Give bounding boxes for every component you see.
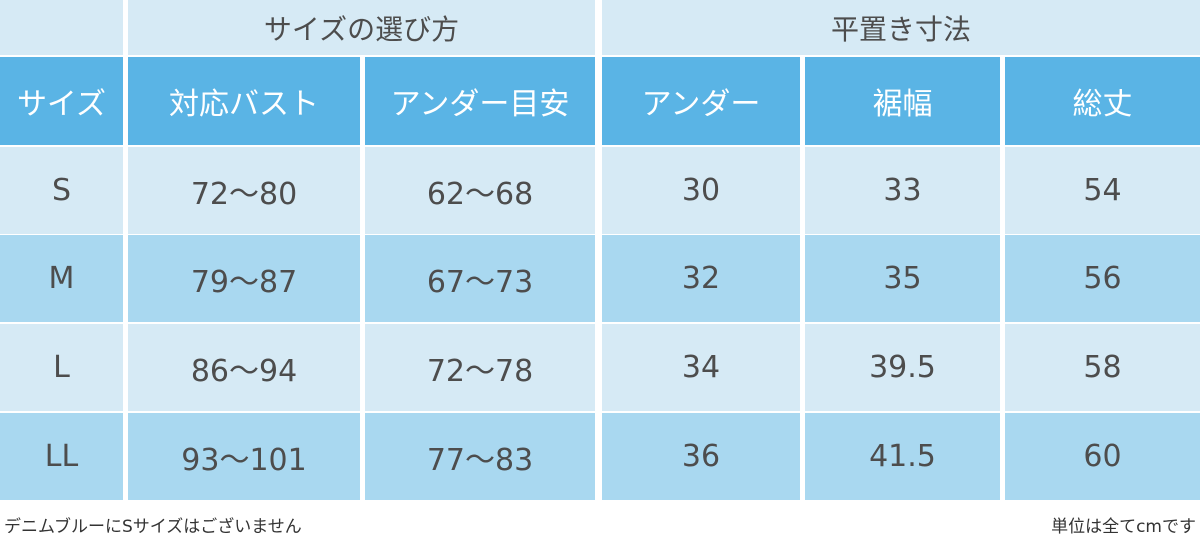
group-header: 平置き寸法	[602, 0, 1200, 55]
table-cell: 41.5	[805, 413, 1000, 500]
table-cell: 67～73	[365, 235, 595, 322]
table-cell: 35	[805, 235, 1000, 322]
table-cell: 77～83	[365, 413, 595, 500]
table-cell: L	[0, 324, 123, 411]
column-header: アンダー	[602, 57, 800, 145]
table-cell: 86～94	[128, 324, 360, 411]
table-cell: 72～78	[365, 324, 595, 411]
table-cell: M	[0, 235, 123, 322]
table-cell: 33	[805, 147, 1000, 234]
table-cell: 60	[1005, 413, 1200, 500]
table-cell: LL	[0, 413, 123, 500]
table-cell: 93～101	[128, 413, 360, 500]
table-cell: 39.5	[805, 324, 1000, 411]
column-header: 総丈	[1005, 57, 1200, 145]
note-right: 単位は全てcmです	[1051, 517, 1196, 537]
table-cell: 34	[602, 324, 800, 411]
table-cell: 72～80	[128, 147, 360, 234]
table-cell: S	[0, 147, 123, 234]
table-cell: 36	[602, 413, 800, 500]
column-header: 対応バスト	[128, 57, 360, 145]
group-header: サイズの選び方	[128, 0, 595, 55]
table-cell: 56	[1005, 235, 1200, 322]
table-cell: 62～68	[365, 147, 595, 234]
table-cell: 58	[1005, 324, 1200, 411]
column-header: 裾幅	[805, 57, 1000, 145]
table-cell: 30	[602, 147, 800, 234]
table-cell: 54	[1005, 147, 1200, 234]
column-header: アンダー目安	[365, 57, 595, 145]
empty-cell	[0, 0, 123, 55]
column-header: サイズ	[0, 57, 123, 145]
table-cell: 79～87	[128, 235, 360, 322]
note-left: デニムブルーにSサイズはございません	[4, 517, 302, 537]
table-cell: 32	[602, 235, 800, 322]
